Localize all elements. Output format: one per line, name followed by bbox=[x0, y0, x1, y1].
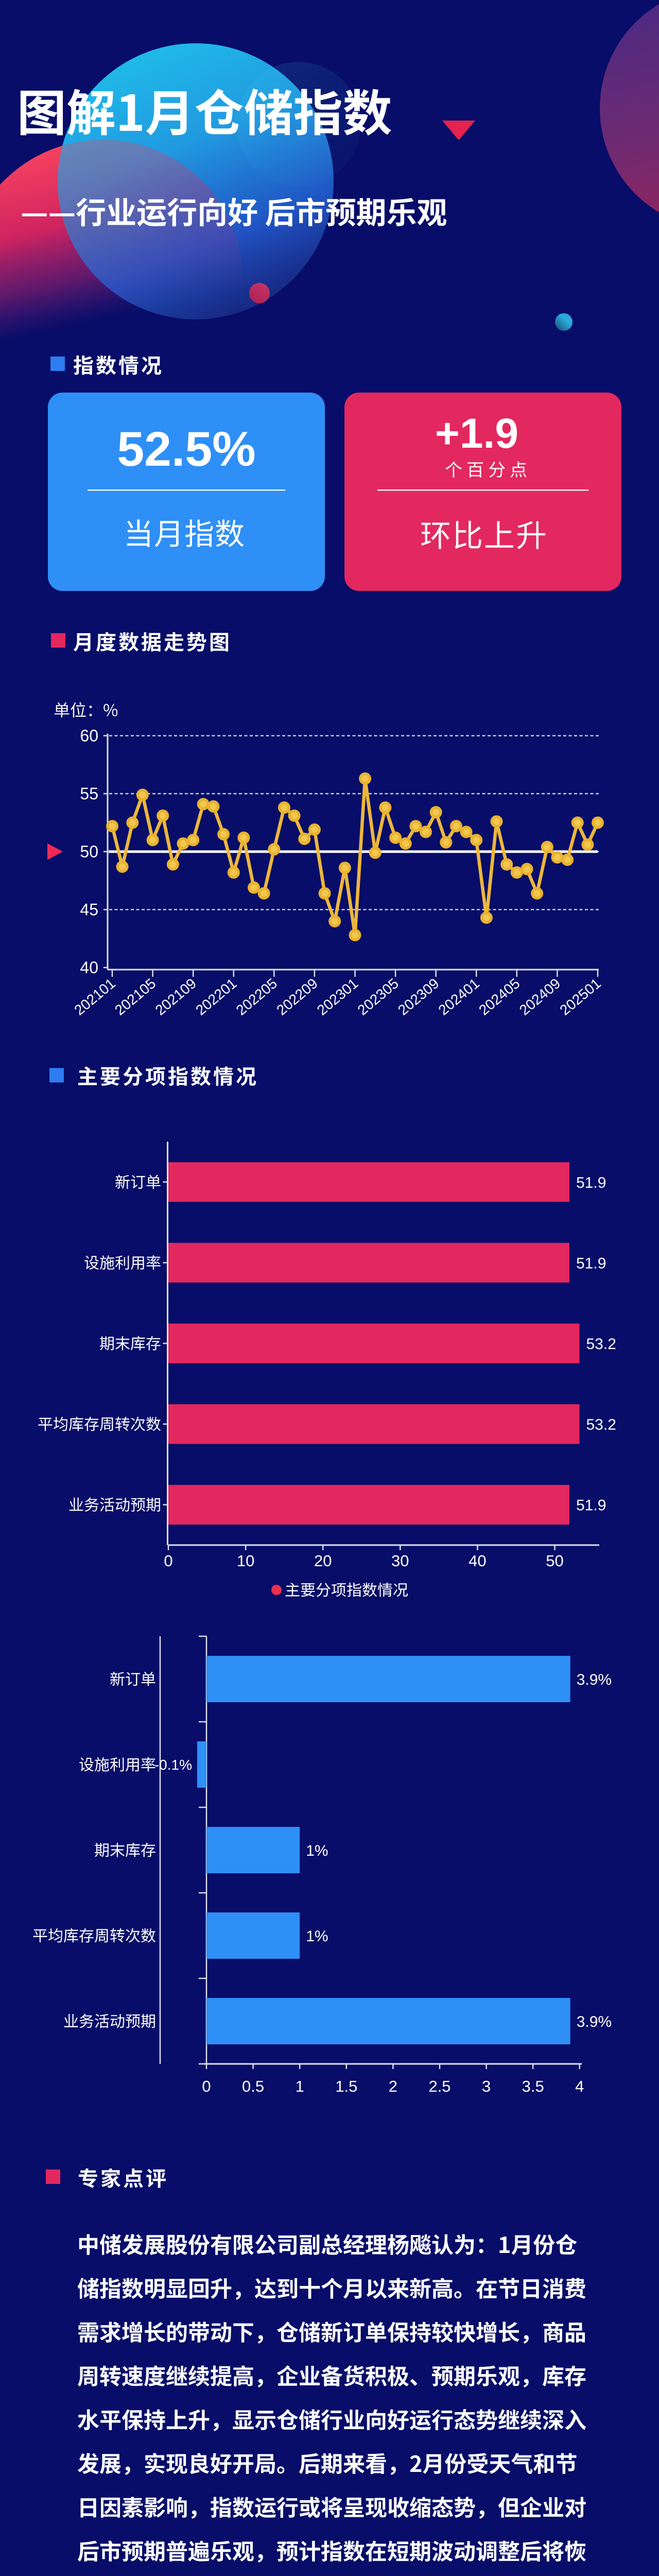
svg-text:3: 3 bbox=[482, 2077, 491, 2095]
svg-text:3.5: 3.5 bbox=[522, 2077, 544, 2095]
svg-text:0: 0 bbox=[202, 2077, 211, 2095]
svg-text:50: 50 bbox=[80, 842, 98, 861]
svg-text:-0.1%: -0.1% bbox=[154, 1757, 192, 1773]
svg-text:2: 2 bbox=[389, 2077, 397, 2095]
svg-text:51.9: 51.9 bbox=[576, 1255, 606, 1272]
svg-text:2.5: 2.5 bbox=[428, 2077, 450, 2095]
svg-text:4: 4 bbox=[575, 2077, 584, 2095]
svg-text:1%: 1% bbox=[306, 1928, 328, 1945]
svg-text:20: 20 bbox=[314, 1552, 332, 1570]
svg-text:1.5: 1.5 bbox=[335, 2077, 357, 2095]
svg-text:50: 50 bbox=[546, 1552, 563, 1570]
svg-text:45: 45 bbox=[80, 901, 98, 919]
svg-text:30: 30 bbox=[391, 1552, 409, 1570]
svg-text:60: 60 bbox=[80, 726, 98, 745]
svg-text:52.5%: 52.5% bbox=[117, 422, 255, 477]
svg-text:51.9: 51.9 bbox=[576, 1497, 606, 1514]
svg-text:0: 0 bbox=[164, 1552, 172, 1570]
svg-text:1: 1 bbox=[296, 2077, 304, 2095]
svg-text:3.9%: 3.9% bbox=[577, 1671, 612, 1688]
svg-text:0.5: 0.5 bbox=[242, 2077, 264, 2095]
svg-text:10: 10 bbox=[237, 1552, 254, 1570]
svg-text:40: 40 bbox=[80, 958, 98, 977]
svg-text:53.2: 53.2 bbox=[586, 1336, 616, 1353]
svg-text:53.2: 53.2 bbox=[586, 1416, 616, 1433]
svg-text:40: 40 bbox=[469, 1552, 486, 1570]
svg-text:55: 55 bbox=[80, 785, 98, 803]
svg-text:+1.9: +1.9 bbox=[435, 410, 518, 457]
svg-text:3.9%: 3.9% bbox=[577, 2013, 612, 2030]
svg-text:51.9: 51.9 bbox=[576, 1174, 606, 1191]
svg-text:1%: 1% bbox=[306, 1842, 328, 1859]
